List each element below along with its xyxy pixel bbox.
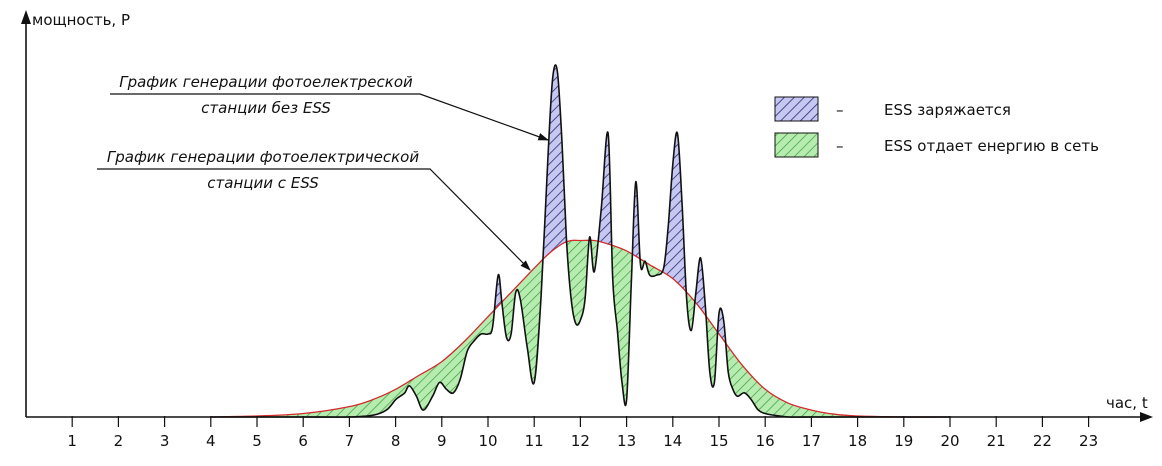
x-axis-label: час, t [1106, 394, 1148, 412]
legend-dash-1: – [836, 101, 844, 119]
x-tick-label-19: 19 [894, 432, 913, 450]
x-tick-label-14: 14 [663, 432, 682, 450]
annotation-1-leader [110, 93, 550, 141]
legend-dash-2: – [836, 137, 844, 155]
x-tick-label-4: 4 [206, 432, 216, 450]
x-tick-label-15: 15 [709, 432, 728, 450]
x-tick-label-16: 16 [756, 432, 775, 450]
annotation-1-line-2: станции без ESS [201, 99, 331, 117]
x-tick-label-6: 6 [298, 432, 308, 450]
x-tick-label-11: 11 [525, 432, 544, 450]
y-axis-arrow [21, 10, 31, 24]
legend-label-charging: ESS заряжается [884, 101, 1011, 119]
x-tick-label-12: 12 [571, 432, 590, 450]
x-tick-label-23: 23 [1079, 432, 1098, 450]
annotation-2-line-2: станции с ESS [207, 174, 319, 192]
x-tick-label-7: 7 [345, 432, 355, 450]
x-axis-arrow [1140, 412, 1153, 422]
legend-label-discharging: ESS отдает енергию в сеть [884, 137, 1099, 155]
pv-without-ess-curve [210, 64, 950, 418]
x-tick-label-2: 2 [114, 432, 124, 450]
annotation-2-line-1: График генерации фотоелектрической [107, 148, 419, 166]
x-tick-label-20: 20 [940, 432, 959, 450]
annotation-pv-without-ess: График генерации фотоелектреской станции… [110, 73, 550, 141]
legend: – ESS заряжается – ESS отдает енергию в … [774, 96, 1099, 158]
x-tick-label-3: 3 [160, 432, 170, 450]
annotation-1-line-1: График генерации фотоелектреской [119, 73, 413, 91]
legend-swatch-discharging [774, 132, 819, 158]
x-tick-label-17: 17 [802, 432, 821, 450]
annotation-2-leader [97, 168, 531, 271]
x-tick-label-22: 22 [1033, 432, 1052, 450]
x-tick-label-18: 18 [848, 432, 867, 450]
x-tick-label-1: 1 [67, 432, 77, 450]
x-tick-label-8: 8 [391, 432, 401, 450]
pv-with-ess-curve [210, 239, 951, 418]
x-tick-label-9: 9 [437, 432, 447, 450]
x-tick-label-10: 10 [478, 432, 497, 450]
x-tick-label-13: 13 [617, 432, 636, 450]
y-axis-label: мощность, P [32, 11, 130, 29]
x-tick-label-21: 21 [987, 432, 1006, 450]
ess-discharging-region [210, 240, 951, 418]
legend-swatch-charging [774, 96, 819, 122]
x-tick-label-5: 5 [252, 432, 262, 450]
x-axis-ticks: 1 2 3 4 5 6 7 8 9 10 11 12 13 14 15 16 17 18 19 20 21 22 23 [67, 416, 1098, 450]
annotation-pv-with-ess: График генерации фотоелектрической станц… [97, 148, 531, 271]
